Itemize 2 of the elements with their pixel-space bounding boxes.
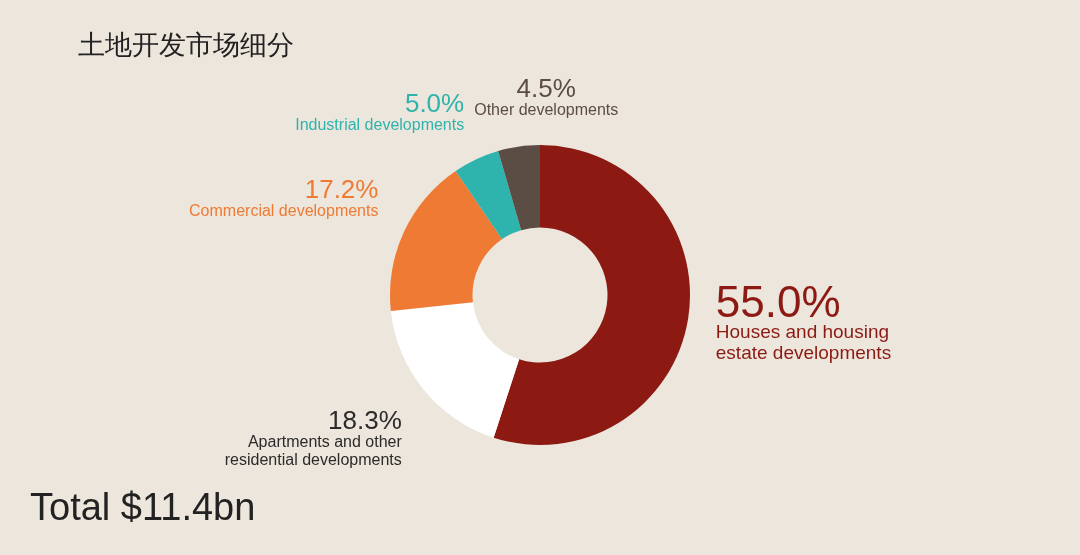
chart-title: 土地开发市场细分 (78, 30, 294, 60)
text: Total $11.4bn (30, 486, 256, 528)
